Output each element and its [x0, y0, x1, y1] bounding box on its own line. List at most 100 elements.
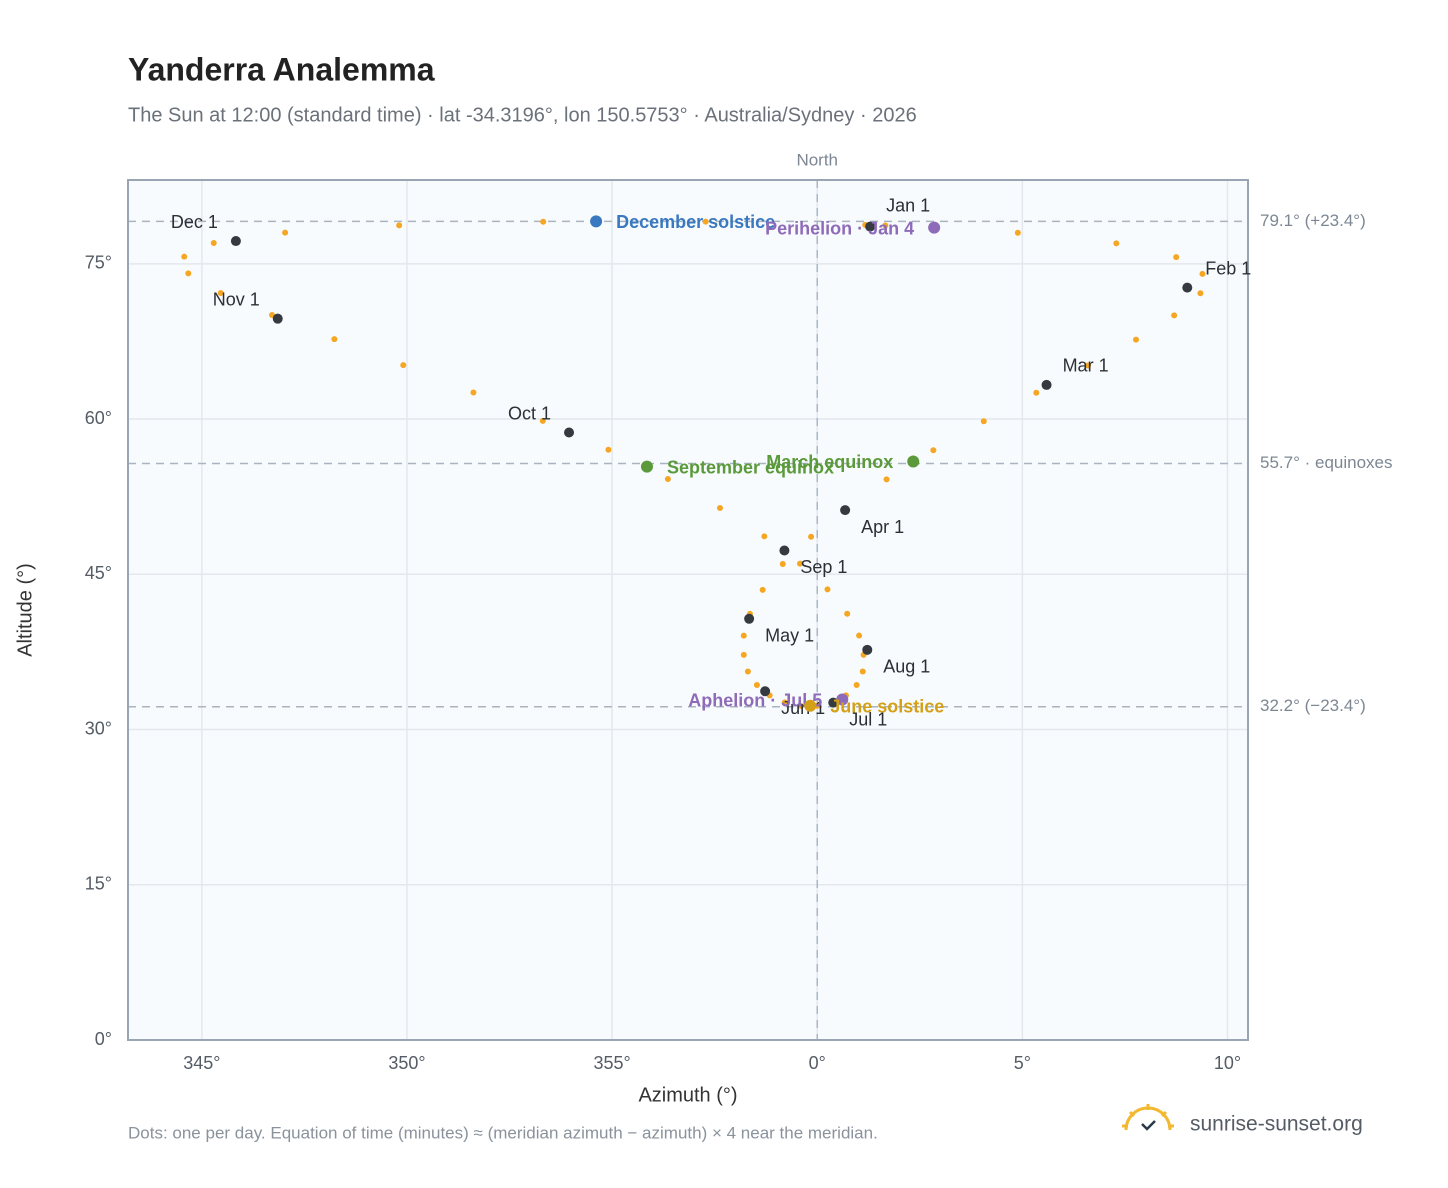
event-label: Perihelion · Jan 4	[765, 218, 914, 238]
day-dot	[1133, 336, 1139, 343]
month-label: Nov 1	[213, 289, 260, 309]
y-tick-label: 45°	[85, 563, 112, 583]
day-dot	[1033, 389, 1040, 396]
reference-label: 32.2° (−23.4°)	[1260, 696, 1366, 715]
month-label: Jan 1	[886, 195, 930, 215]
day-dot	[797, 560, 803, 567]
event-dot	[907, 455, 920, 468]
month-label: May 1	[765, 626, 814, 646]
event-label: March equinox	[766, 452, 893, 472]
month-dot	[779, 545, 790, 556]
day-dot	[859, 668, 866, 675]
month-label: Oct 1	[508, 403, 551, 423]
month-label: Jul 1	[849, 709, 887, 729]
reference-label: 79.1° (+23.4°)	[1260, 211, 1366, 230]
month-label: Aug 1	[883, 657, 930, 677]
day-dot	[470, 389, 477, 396]
day-dot	[930, 447, 937, 454]
day-dot	[844, 610, 851, 617]
day-dot	[717, 504, 723, 511]
day-dot	[1197, 290, 1204, 297]
x-tick-label: 350°	[388, 1053, 425, 1073]
plot-area	[128, 180, 1248, 1040]
day-dot	[761, 533, 768, 540]
y-tick-label: 60°	[85, 408, 112, 428]
x-tick-label: 345°	[183, 1053, 220, 1073]
day-dot	[744, 668, 751, 675]
north-label: North	[796, 150, 838, 169]
day-dot	[282, 229, 289, 236]
day-dot	[396, 222, 403, 229]
day-dot	[185, 270, 192, 277]
day-dot	[331, 336, 338, 343]
month-label: Mar 1	[1063, 356, 1109, 376]
footnote: Dots: one per day. Equation of time (min…	[128, 1123, 878, 1142]
day-dot	[853, 682, 860, 689]
day-dot	[217, 290, 224, 297]
y-tick-label: 0°	[95, 1029, 112, 1049]
day-dot	[856, 632, 863, 639]
month-dot	[272, 313, 283, 324]
day-dot	[753, 682, 760, 689]
day-dot	[1173, 254, 1180, 261]
month-dot	[862, 644, 873, 655]
day-dot	[605, 446, 612, 453]
month-label: Apr 1	[861, 517, 904, 537]
month-dot	[840, 505, 851, 516]
month-dot	[828, 697, 839, 708]
y-tick-label: 15°	[85, 874, 112, 894]
day-dot	[1113, 240, 1120, 247]
event-dot	[590, 215, 603, 228]
day-dot	[740, 632, 747, 639]
brand: sunrise-sunset.org	[1190, 1113, 1363, 1136]
event-dot	[640, 460, 653, 473]
month-label: Sep 1	[800, 557, 847, 577]
day-dot	[797, 702, 804, 709]
reference-label: 55.7° · equinoxes	[1260, 453, 1393, 472]
event-label: Aphelion · Jul 5	[688, 690, 822, 710]
day-dot	[400, 362, 407, 369]
event-label: September equinox	[667, 457, 834, 477]
month-dot	[744, 613, 755, 624]
month-dot	[230, 236, 241, 247]
day-dot	[779, 560, 786, 567]
day-dot	[539, 417, 546, 424]
month-label: Feb 1	[1205, 258, 1251, 278]
day-dot	[882, 222, 889, 229]
day-dot	[181, 253, 188, 260]
month-dot	[564, 427, 575, 438]
x-tick-label: 0°	[809, 1053, 826, 1073]
x-axis-label: Azimuth (°)	[638, 1084, 737, 1106]
day-dot	[1171, 312, 1178, 319]
y-tick-label: 75°	[85, 253, 112, 273]
x-tick-label: 10°	[1214, 1053, 1241, 1073]
month-dot	[760, 686, 771, 697]
day-dot	[1014, 229, 1021, 236]
month-dot	[865, 221, 876, 232]
day-dot	[664, 475, 671, 482]
chart-title: Yanderra Analemma	[128, 51, 435, 87]
day-dot	[540, 218, 547, 225]
event-dot	[804, 699, 817, 712]
day-dot	[210, 240, 217, 247]
day-dot	[1085, 362, 1091, 369]
day-dot	[1199, 270, 1206, 277]
chart-subtitle: The Sun at 12:00 (standard time) · lat -…	[128, 104, 917, 126]
y-axis-label: Altitude (°)	[14, 563, 36, 657]
event-label: December solstice	[616, 212, 775, 232]
y-tick-label: 30°	[85, 718, 112, 738]
month-dot	[1182, 282, 1193, 293]
event-dot	[928, 221, 941, 234]
day-dot	[824, 586, 831, 593]
brand-logo	[1122, 1104, 1174, 1131]
day-dot	[980, 418, 987, 425]
day-dot	[702, 218, 709, 225]
event-dot	[836, 693, 849, 706]
x-tick-label: 355°	[593, 1053, 630, 1073]
event-label: June solstice	[830, 696, 944, 716]
month-label: Dec 1	[171, 212, 218, 232]
day-dot	[808, 533, 815, 540]
plot-border	[127, 179, 1249, 1041]
day-dot	[781, 699, 788, 706]
